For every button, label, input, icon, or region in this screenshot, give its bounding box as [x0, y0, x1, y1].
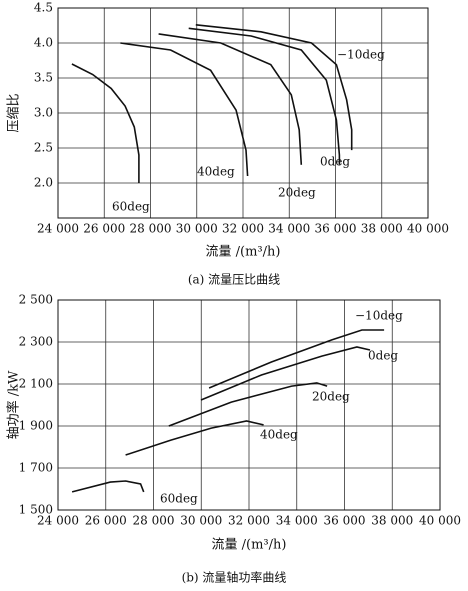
curve — [168, 382, 328, 427]
x-tick-label: 24 000 — [37, 514, 79, 528]
y-tick-label: 4.0 — [34, 36, 53, 50]
y-tick-label: 3.0 — [34, 106, 53, 120]
x-axis-label: 流量 /(m³/h) — [206, 245, 281, 260]
x-tick-label: 30 000 — [180, 514, 222, 528]
plot-frame — [57, 299, 441, 511]
y-tick-label: 2.0 — [34, 176, 53, 190]
x-tick-label: 34 000 — [276, 514, 318, 528]
x-tick-label: 24 000 — [37, 222, 79, 236]
x-tick-label: 26 000 — [83, 222, 125, 236]
x-tick-label: 30 000 — [176, 222, 218, 236]
y-tick-label: 2.5 — [34, 141, 53, 155]
y-tick-label: 4.5 — [34, 1, 53, 15]
y-tick-label: 2 100 — [19, 377, 53, 391]
series-label: −10deg — [355, 309, 403, 323]
x-tick-label: 28 000 — [130, 222, 172, 236]
y-axis-label: 压缩比 — [6, 93, 22, 132]
y-axis-label: 轴功率 /kW — [6, 370, 22, 439]
x-tick-label: 36 000 — [315, 222, 357, 236]
x-tick-label: 34 000 — [268, 222, 310, 236]
series-label: −10deg — [337, 48, 385, 62]
y-tick-label: 1 700 — [19, 461, 53, 475]
series-label: 40deg — [260, 428, 298, 442]
series-label: 20deg — [312, 390, 350, 404]
curve — [120, 42, 249, 177]
y-tick-label: 1 500 — [19, 503, 53, 517]
curve — [125, 420, 264, 456]
x-tick-label: 36 000 — [324, 514, 366, 528]
curve — [195, 24, 353, 151]
x-tick-label: 38 000 — [361, 222, 403, 236]
x-tick-label: 32 000 — [222, 222, 264, 236]
x-tick-label: 26 000 — [85, 514, 127, 528]
series-label: 0deg — [368, 349, 398, 363]
series-label: 60deg — [112, 200, 150, 214]
curve — [71, 480, 145, 493]
caption: (a) 流量压比曲线 — [188, 273, 280, 287]
x-tick-label: 32 000 — [228, 514, 270, 528]
series-label: 0deg — [320, 155, 350, 169]
plot-frame — [57, 7, 429, 219]
y-tick-label: 2 500 — [19, 293, 53, 307]
y-tick-label: 3.5 — [34, 71, 53, 85]
caption: (b) 流量轴功率曲线 — [182, 570, 287, 585]
y-tick-label: 1 900 — [19, 419, 53, 433]
x-axis-label: 流量 /(m³/h) — [212, 538, 287, 553]
curve — [71, 63, 140, 183]
x-tick-label: 40 000 — [407, 222, 449, 236]
series-label: 20deg — [278, 186, 316, 200]
curve — [200, 346, 371, 401]
curve — [158, 33, 303, 165]
x-tick-label: 38 000 — [371, 514, 413, 528]
series-label: 60deg — [160, 492, 198, 506]
y-tick-label: 2 300 — [19, 335, 53, 349]
curve — [208, 329, 385, 389]
series-label: 40deg — [197, 165, 235, 179]
x-tick-label: 40 000 — [419, 514, 461, 528]
curve — [188, 27, 341, 165]
x-tick-label: 28 000 — [133, 514, 175, 528]
